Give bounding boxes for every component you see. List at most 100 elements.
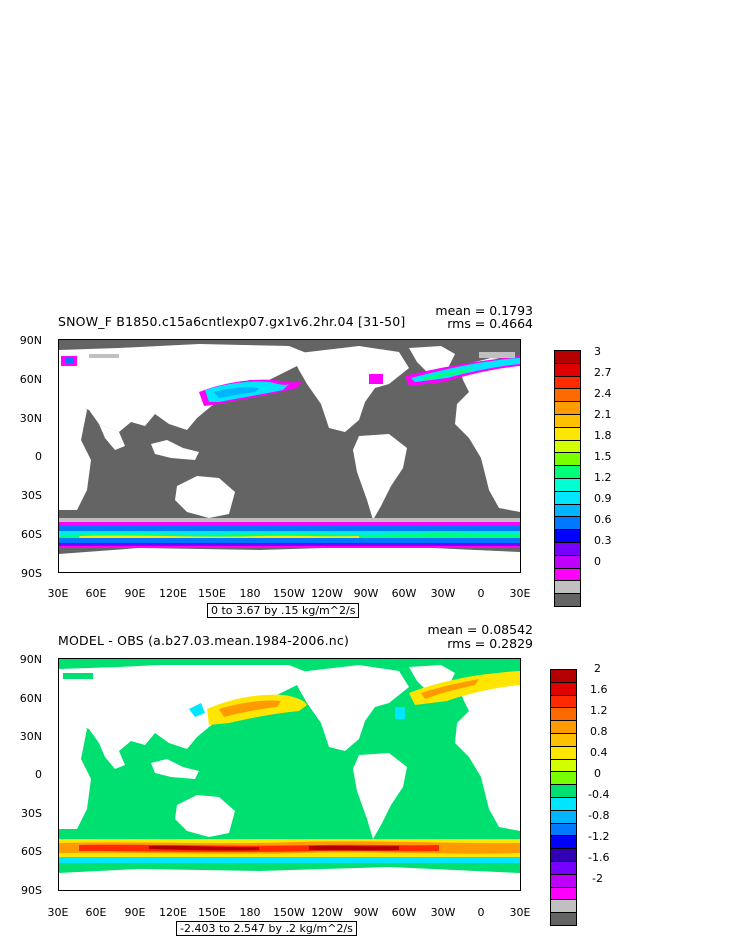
colorbar-label: 0.9 — [594, 492, 612, 505]
lon-label: 60E — [85, 587, 107, 600]
lon-label: 150E — [198, 906, 226, 919]
rms-stat: rms = 0.2829 — [447, 636, 533, 651]
lon-label: 90W — [353, 906, 379, 919]
snowfall-map-graphic — [59, 340, 520, 572]
colorbar-swatch — [550, 912, 577, 926]
lon-label: 120E — [159, 587, 187, 600]
colorbar-swatch — [554, 593, 581, 607]
lon-label: 150W — [273, 906, 305, 919]
colorbar-swatch — [550, 771, 577, 786]
snow-patch-arctic — [61, 352, 515, 384]
colorbar-label: 2.4 — [594, 387, 612, 400]
lon-label: 120E — [159, 906, 187, 919]
colorbar-label: 0.4 — [590, 746, 608, 759]
mean-stat: mean = 0.08542 — [427, 622, 533, 637]
lat-label: 60N — [19, 373, 42, 386]
colorbar-label: -0.4 — [588, 788, 610, 801]
lon-label: 60E — [85, 906, 107, 919]
colorbar-swatch — [550, 873, 577, 888]
colorbar-swatch — [550, 860, 577, 875]
colorbar-label: 1.2 — [594, 471, 612, 484]
lon-label: 30W — [430, 906, 456, 919]
lat-label: 60N — [19, 692, 42, 705]
panel-title: MODEL - OBS (a.b27.03.mean.1984-2006.nc) — [58, 633, 350, 648]
lon-label: 120W — [311, 906, 343, 919]
positive-band-north-pacific — [189, 694, 307, 725]
colorbar-label: 1.2 — [590, 704, 608, 717]
colorbar-swatch — [550, 809, 577, 824]
lat-label: 90N — [19, 653, 42, 666]
lat-label: 90N — [19, 334, 42, 347]
positive-band-southern — [59, 839, 520, 863]
lat-label: 0 — [35, 450, 42, 463]
colorbar-label: 0.3 — [594, 534, 612, 547]
difference-map — [58, 658, 521, 891]
contour-range-label: -2.403 to 2.547 by .2 kg/m^2/s — [176, 921, 357, 936]
lon-label: 60W — [391, 587, 417, 600]
colorbar-swatch — [550, 899, 577, 914]
colorbar-swatch — [550, 796, 577, 811]
colorbar-label: 2.7 — [594, 366, 612, 379]
lat-label: 30S — [21, 807, 42, 820]
snow-band-north-pacific — [199, 379, 304, 406]
colorbar-label: 1.5 — [594, 450, 612, 463]
lat-label: 0 — [35, 768, 42, 781]
lon-label: 30W — [430, 587, 456, 600]
lon-label: 180 — [239, 587, 261, 600]
colorbar-swatch — [550, 745, 577, 760]
colorbar-swatch — [550, 784, 577, 798]
snowfall-panel: mean = 0.1793 SNOW_F B1850.c15a6cntlexp0… — [19, 303, 612, 618]
lat-label: 60S — [21, 528, 42, 541]
colorbar-label: 0.6 — [594, 513, 612, 526]
lon-label: 30E — [509, 587, 531, 600]
colorbar-swatch — [550, 694, 577, 709]
colorbar-label: -2 — [592, 872, 603, 885]
colorbar-swatch — [550, 822, 577, 837]
snow-band-north-atlantic — [405, 356, 520, 386]
lon-label: 150W — [273, 587, 305, 600]
colorbar-swatch — [550, 720, 577, 734]
mean-stat: mean = 0.1793 — [435, 303, 533, 318]
lat-label: 30N — [19, 730, 42, 743]
snow-band-antarctic — [59, 518, 520, 548]
colorbar-label: 3 — [594, 345, 601, 358]
colorbar-label: 2 — [594, 662, 601, 675]
lon-label: 90E — [124, 587, 146, 600]
contour-range-label: 0 to 3.67 by .15 kg/m^2/s — [207, 603, 360, 618]
colorbar-label: 1.6 — [590, 683, 608, 696]
lon-label: 60W — [391, 906, 417, 919]
lon-label: 0 — [477, 906, 485, 919]
colorbar-swatch — [550, 732, 577, 747]
lat-label: 60S — [21, 845, 42, 858]
colorbar-swatch — [550, 707, 577, 722]
lat-label: 30S — [21, 489, 42, 502]
difference-map-graphic — [59, 659, 520, 890]
arctic-strip — [59, 659, 520, 679]
lon-label: 0 — [477, 587, 485, 600]
lon-label: 90E — [124, 906, 146, 919]
colorbar-label: 2.1 — [594, 408, 612, 421]
colorbar-label: -1.2 — [588, 830, 610, 843]
lat-label: 30N — [19, 412, 42, 425]
rms-stat: rms = 0.4664 — [447, 316, 533, 331]
colorbar-label: 0 — [594, 767, 601, 780]
lon-label: 90W — [353, 587, 379, 600]
colorbar-label: 1.8 — [594, 429, 612, 442]
colorbar-swatch — [550, 848, 577, 862]
colorbar-label: -1.6 — [588, 851, 610, 864]
lon-label: 150E — [198, 587, 226, 600]
colorbar — [554, 350, 581, 607]
panel-title: SNOW_F B1850.c15a6cntlexp07.gx1v6.2hr.04… — [58, 314, 406, 329]
colorbar-swatch — [550, 886, 577, 901]
land-mask — [59, 663, 520, 890]
lon-label: 120W — [311, 587, 343, 600]
snowfall-map — [58, 339, 521, 573]
lat-label: 90S — [21, 884, 42, 897]
lon-label: 30E — [47, 587, 69, 600]
lat-label: 90S — [21, 567, 42, 580]
colorbar — [550, 669, 577, 926]
lon-label: 180 — [239, 906, 261, 919]
colorbar-swatch — [550, 835, 577, 850]
colorbar-label: 0.8 — [590, 725, 608, 738]
